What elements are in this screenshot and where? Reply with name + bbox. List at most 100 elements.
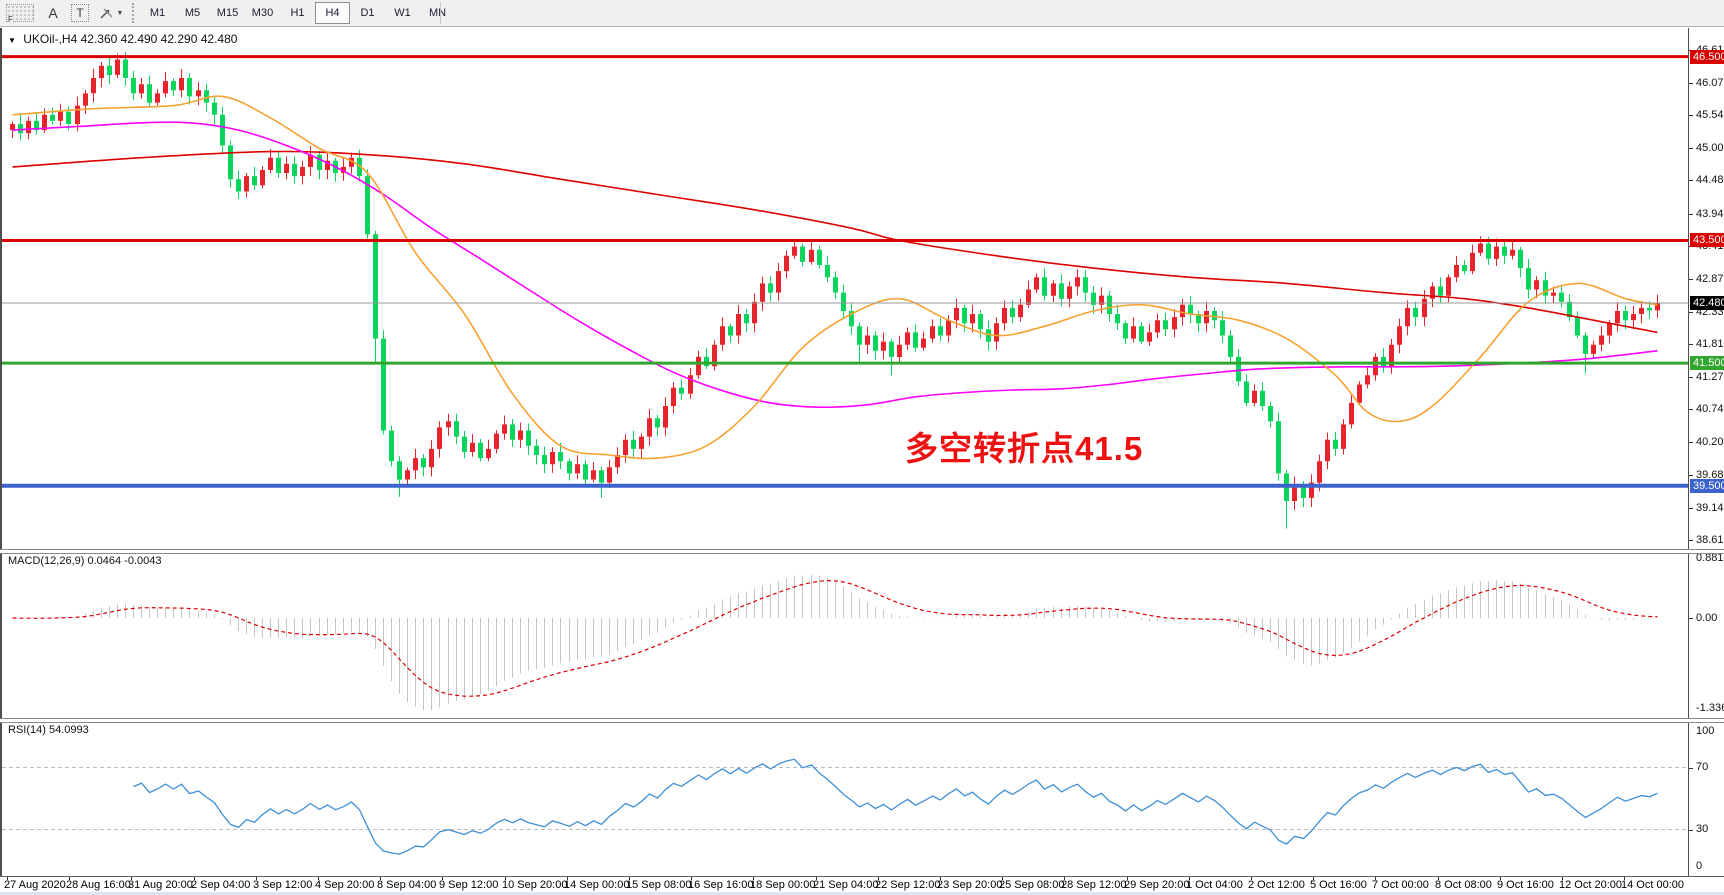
symbol-caret-icon: ▼ [8, 36, 16, 45]
date-tick-mark [1064, 877, 1065, 880]
price-tick-label: 42.875 [1696, 273, 1724, 285]
price-badge-46.500: 46.500 [1690, 50, 1724, 64]
price-tick-label: 39.140 [1696, 502, 1724, 514]
price-tick-mark [1689, 279, 1693, 280]
date-label: 2 Oct 12:00 [1248, 879, 1305, 891]
date-label: 31 Aug 20:00 [128, 879, 193, 891]
ma-line-red [12, 150, 1658, 334]
date-tick-mark [1500, 877, 1501, 880]
price-tick-label: 40.205 [1696, 436, 1724, 448]
timeframe-button-H4[interactable]: H4 [315, 2, 350, 24]
rsi-scale-30: 30 [1696, 823, 1709, 835]
font-tool-label: A [48, 5, 58, 21]
symbol-line: ▼ UKOil-,H4 42.360 42.490 42.290 42.480 [8, 32, 237, 46]
price-tick-label: 45.005 [1696, 142, 1724, 154]
window-border [0, 28, 2, 891]
macd-chart-canvas[interactable] [2, 552, 1688, 718]
rsi-label: RSI(14) 54.0993 [8, 724, 89, 736]
date-tick-mark [69, 877, 70, 880]
price-badge-43.500: 43.500 [1690, 233, 1724, 247]
date-label: 23 Sep 20:00 [937, 879, 1003, 891]
price-pane: ▼ UKOil-,H4 42.360 42.490 42.290 42.480 … [2, 28, 1688, 549]
macd-scale-zero: 0.00 [1696, 612, 1718, 624]
date-label: 7 Oct 00:00 [1372, 879, 1429, 891]
date-tick-mark [753, 877, 754, 880]
price-tick-label: 43.940 [1696, 208, 1724, 220]
chart-dock-button[interactable]: F [4, 2, 36, 24]
arrows-tool-button[interactable]: ▼ [96, 2, 126, 24]
toolbar-separator [440, 2, 441, 24]
timeframe-button-H1[interactable]: H1 [290, 7, 305, 19]
timeframe-button-MN[interactable]: MN [428, 7, 447, 19]
date-label: 3 Sep 12:00 [253, 879, 313, 891]
date-tick-mark [505, 877, 506, 880]
date-label: 4 Sep 20:00 [315, 879, 375, 891]
timeframe-button-W1[interactable]: W1 [394, 7, 411, 19]
date-label: 8 Sep 04:00 [377, 879, 437, 891]
timeframe-button-M1[interactable]: M1 [149, 7, 166, 19]
macd-scale-bottom: -1.3368 [1696, 702, 1724, 714]
date-label: 14 Oct 00:00 [1621, 879, 1684, 891]
price-tick-mark [1689, 312, 1693, 313]
date-label: 9 Oct 16:00 [1497, 879, 1554, 891]
price-tick-mark [1689, 409, 1693, 410]
date-label: 14 Sep 00:00 [564, 879, 630, 891]
price-tick-mark [1689, 148, 1693, 149]
date-tick-mark [629, 877, 630, 880]
date-tick-mark [7, 877, 8, 880]
macd-scale-top: 0.8812 [1696, 552, 1724, 564]
date-label: 12 Oct 20:00 [1559, 879, 1622, 891]
font-tool-button[interactable]: A [42, 2, 64, 24]
date-tick-mark [256, 877, 257, 880]
price-tick-mark [1689, 83, 1693, 84]
price-tick-mark [1689, 214, 1693, 215]
date-label: 25 Sep 08:00 [999, 879, 1065, 891]
date-tick-mark [940, 877, 941, 880]
price-tick-label: 41.810 [1696, 338, 1724, 350]
date-label: 21 Sep 04:00 [813, 879, 879, 891]
date-tick-mark [1251, 877, 1252, 880]
rsi-scale-0: 0 [1696, 860, 1703, 872]
price-tick-label: 45.545 [1696, 109, 1724, 121]
price-tick-label: 44.480 [1696, 174, 1724, 186]
ma-line-magenta [12, 121, 1658, 409]
rsi-scale-70: 70 [1696, 761, 1709, 773]
text-tool-button[interactable]: T [68, 2, 92, 24]
date-tick-mark [194, 877, 195, 880]
date-tick-mark [1127, 877, 1128, 880]
current-price-badge: 42.480 [1690, 296, 1724, 310]
scroll-strip[interactable] [0, 892, 1724, 895]
toolbar: F A T ▼ M1 M5 M15 M30 H1 H4 D1 W1 MN [0, 0, 1724, 27]
rsi-tick-mark [1689, 829, 1693, 831]
pane-separator[interactable] [0, 718, 1724, 723]
date-tick-mark [816, 877, 817, 880]
price-tick-label: 38.615 [1696, 534, 1724, 546]
timeframe-button-M5[interactable]: M5 [184, 7, 201, 19]
timeframe-button-M30[interactable]: M30 [251, 7, 274, 19]
date-tick-mark [1313, 877, 1314, 880]
date-label: 28 Sep 12:00 [1061, 879, 1127, 891]
price-tick-mark [1689, 442, 1693, 443]
toolbar-gripper[interactable] [132, 3, 138, 23]
date-label: 9 Sep 12:00 [439, 879, 499, 891]
timeframe-button-D1[interactable]: D1 [360, 7, 375, 19]
price-chart-canvas[interactable] [2, 28, 1688, 549]
rsi-chart-canvas[interactable] [2, 721, 1688, 875]
date-label: 18 Sep 00:00 [750, 879, 816, 891]
dotted-grid-icon: F [6, 4, 34, 24]
date-label: 8 Oct 08:00 [1435, 879, 1492, 891]
price-tick-mark [1689, 115, 1693, 116]
timeframe-button-M15[interactable]: M15 [216, 7, 239, 19]
rsi-scale-100: 100 [1696, 725, 1715, 737]
date-tick-mark [442, 877, 443, 880]
date-label: 10 Sep 20:00 [502, 879, 568, 891]
chart-annotation: 多空转折点41.5 [905, 430, 1144, 467]
rsi-pane: RSI(14) 54.0993 [2, 721, 1688, 875]
price-axis[interactable]: 46.61046.07045.54545.00544.48043.94043.4… [1688, 28, 1724, 876]
date-axis[interactable]: 27 Aug 2020 28 Aug 16:00 31 Aug 20:00 2 Sep… [0, 876, 1724, 892]
pane-separator[interactable] [0, 549, 1724, 554]
rsi-line [133, 758, 1658, 855]
date-tick-mark [1002, 877, 1003, 880]
rsi-tick-mark [1689, 767, 1693, 769]
date-tick-mark [131, 877, 132, 880]
